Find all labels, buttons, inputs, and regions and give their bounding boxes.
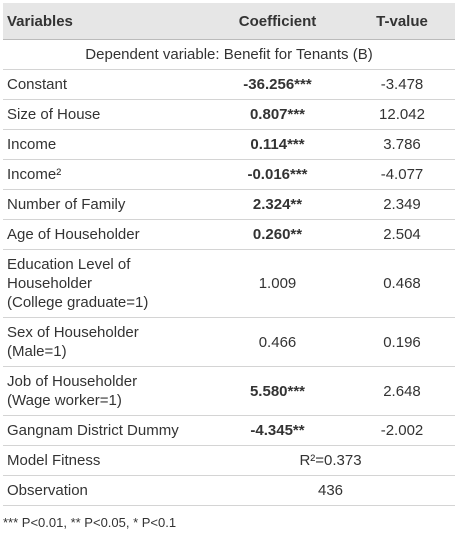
coefficient-cell: -0.016*** <box>206 159 349 190</box>
t-value-cell: -2.002 <box>349 415 455 446</box>
t-value-cell: 2.504 <box>349 219 455 250</box>
t-value-cell: 2.349 <box>349 189 455 220</box>
coefficient: 5.580*** <box>249 382 306 400</box>
subheader-row: Dependent variable: Benefit for Tenants … <box>3 39 455 70</box>
coefficient: 0.807*** <box>249 106 306 123</box>
table-row: Observation 436 <box>3 475 455 506</box>
coefficient-cell: -36.256*** <box>206 69 349 100</box>
variable-cell: Size of House <box>3 99 206 130</box>
coefficient-cell: 0.114*** <box>206 129 349 160</box>
t-value-cell: 0.196 <box>349 317 455 367</box>
variable-cell: Number of Family <box>3 189 206 220</box>
variable-cell: Job of Householder (Wage worker=1) <box>3 366 206 416</box>
variable-line: Size of House <box>7 106 101 123</box>
variable-cell: Income² <box>3 159 206 190</box>
coefficient: -36.256*** <box>243 76 312 93</box>
t-value-cell: 2.648 <box>349 366 455 416</box>
table-row: Education Level of Householder (College gr… <box>3 249 455 318</box>
coefficient-cell: 5.580*** <box>206 366 349 416</box>
table-row: Number of Family 2.324** 2.349 <box>3 189 455 220</box>
variable-cell: Sex of Householder (Male=1) <box>3 317 206 367</box>
t-value-cell: -3.478 <box>349 69 455 100</box>
table-row: Constant -36.256*** -3.478 <box>3 69 455 100</box>
table-row: Income² -0.016*** -4.077 <box>3 159 455 190</box>
coefficient: 1.009 <box>258 275 297 292</box>
variable-line: Constant <box>7 76 68 93</box>
table-row: Job of Householder (Wage worker=1) 5.580**… <box>3 366 455 416</box>
coefficient: -4.345** <box>250 422 305 439</box>
table-row: Model Fitness R²=0.373 <box>3 445 455 476</box>
t-value-cell: 12.042 <box>349 99 455 130</box>
coefficient-cell: -4.345** <box>206 415 349 446</box>
coefficient-cell: 0.260** <box>206 219 349 250</box>
variable-cell: Age of Householder <box>3 219 206 250</box>
variable-line: Sex of Householder <box>7 324 139 341</box>
variable-line: Income² <box>7 166 62 183</box>
variable-line: Number of Family <box>7 196 126 213</box>
variable-line: (Male=1) <box>7 343 67 360</box>
coefficient-cell: 0.807*** <box>206 99 349 130</box>
coefficient-cell: 0.466 <box>206 317 349 367</box>
variable-cell: Model Fitness <box>3 445 206 476</box>
header-row: Variables Coefficient T-value <box>3 3 455 40</box>
regression-table: Variables Coefficient T-value Dependent … <box>3 3 455 506</box>
coefficient-cell: 1.009 <box>206 249 349 318</box>
table-row: Size of House 0.807*** 12.042 <box>3 99 455 130</box>
value-cell: 436 <box>206 475 455 506</box>
variable-cell: Income <box>3 129 206 160</box>
variable-line: Observation <box>7 482 88 499</box>
coefficient: 0.466 <box>258 333 297 351</box>
value-cell: R²=0.373 <box>206 445 455 476</box>
variable-line: Age of Householder <box>7 226 140 243</box>
page: Variables Coefficient T-value Dependent … <box>0 3 460 539</box>
variable-cell: Constant <box>3 69 206 100</box>
variable-cell: Observation <box>3 475 206 506</box>
t-value-cell: 3.786 <box>349 129 455 160</box>
variable-line: Householder <box>7 275 93 292</box>
variable-line: Income <box>7 136 57 153</box>
coefficient: 0.114*** <box>250 136 305 153</box>
header-cell: T-value <box>349 3 455 40</box>
variable-line: Job of Householder <box>7 373 138 390</box>
coefficient: -0.016*** <box>247 166 308 183</box>
variable-line: (College graduate=1) <box>7 294 149 311</box>
table-row: Age of Householder 0.260** 2.504 <box>3 219 455 250</box>
coefficient: 0.260** <box>252 226 303 243</box>
table-row: Income 0.114*** 3.786 <box>3 129 455 160</box>
t-value-cell: -4.077 <box>349 159 455 190</box>
variable-line: Model Fitness <box>7 452 101 469</box>
variable-line: Education Level of <box>7 256 131 273</box>
header-cell: Variables <box>3 3 206 40</box>
coefficient-cell: 2.324** <box>206 189 349 220</box>
table-row: Sex of Householder (Male=1) 0.466 0.196 <box>3 317 455 367</box>
subheader-cell: Dependent variable: Benefit for Tenants … <box>3 39 455 70</box>
variable-cell: Education Level of Householder (College gr… <box>3 249 206 318</box>
header-cell: Coefficient <box>206 3 349 40</box>
variable-line: (Wage worker=1) <box>7 392 122 409</box>
coefficient: 2.324** <box>252 196 303 213</box>
variable-line: Gangnam District Dummy <box>7 422 179 439</box>
footnote: *** P<0.01, ** P<0.05, * P<0.1 <box>3 515 177 530</box>
table-row: Gangnam District Dummy -4.345** -2.002 <box>3 415 455 446</box>
variable-cell: Gangnam District Dummy <box>3 415 206 446</box>
t-value-cell: 0.468 <box>349 249 455 318</box>
